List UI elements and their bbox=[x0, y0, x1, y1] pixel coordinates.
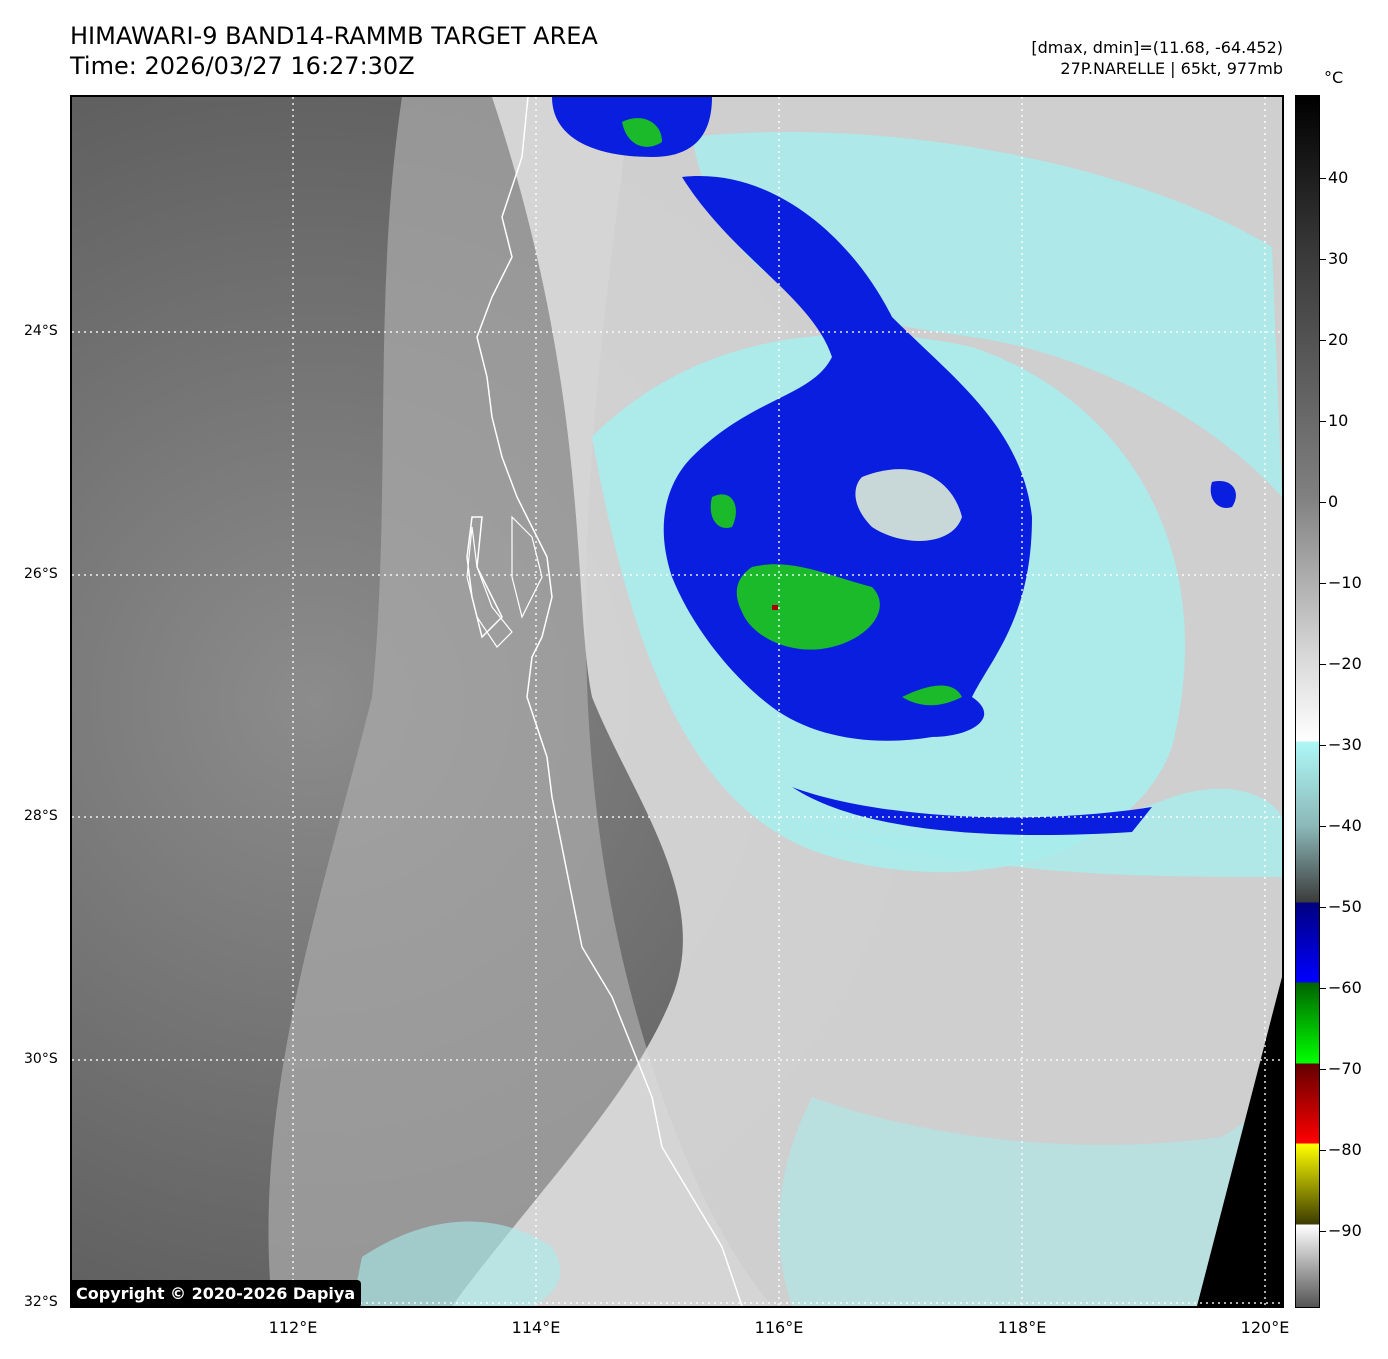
colorbar-label: −50 bbox=[1328, 897, 1362, 916]
colorbar-tick bbox=[1320, 745, 1326, 746]
green-cold-tops-south bbox=[902, 685, 962, 706]
lon-label-118e: 118°E bbox=[997, 1318, 1047, 1337]
colorbar-tick bbox=[1320, 421, 1326, 422]
coastline bbox=[476, 97, 743, 1306]
graticule bbox=[72, 97, 1282, 1306]
colorbar-tick bbox=[1320, 1150, 1326, 1151]
copyright-badge: Copyright © 2020-2026 Dapiya bbox=[70, 1280, 362, 1308]
colorbar-tick bbox=[1320, 502, 1326, 503]
colorbar-label: −30 bbox=[1328, 735, 1362, 754]
colorbar-label: −60 bbox=[1328, 978, 1362, 997]
lat-label-28s: 28°S bbox=[24, 808, 58, 824]
lat-label-24s: 24°S bbox=[24, 323, 58, 339]
colorbar-tick bbox=[1320, 340, 1326, 341]
map-canvas bbox=[72, 97, 1282, 1306]
shark-bay-coast bbox=[466, 515, 543, 648]
green-cold-tops bbox=[736, 564, 880, 650]
colorbar-tick bbox=[1320, 988, 1326, 989]
colorbar-label: −10 bbox=[1328, 573, 1362, 592]
data-range-label: [dmax, dmin]=(11.68, -64.452) bbox=[1031, 38, 1283, 57]
colorbar-tick bbox=[1320, 178, 1326, 179]
lon-label-120e: 120°E bbox=[1240, 1318, 1290, 1337]
cyan-band-east bbox=[772, 788, 1282, 877]
red-coldest-pixel bbox=[772, 605, 778, 610]
shark-bay-peninsula bbox=[466, 516, 503, 639]
cyan-band-north bbox=[692, 131, 1282, 498]
cyan-band-south bbox=[778, 1097, 1282, 1306]
colorbar-label: 30 bbox=[1328, 249, 1349, 268]
lat-label-30s: 30°S bbox=[24, 1051, 58, 1067]
colorbar-tick bbox=[1320, 907, 1326, 908]
lat-label-32s: 32°S bbox=[24, 1294, 58, 1310]
colorbar-label: −70 bbox=[1328, 1059, 1362, 1078]
lon-label-116e: 116°E bbox=[754, 1318, 804, 1337]
lon-label-112e: 112°E bbox=[268, 1318, 318, 1337]
colorbar-label: 10 bbox=[1328, 411, 1349, 430]
green-cold-tops-north bbox=[622, 118, 662, 147]
timestamp: Time: 2026/03/27 16:27:30Z bbox=[70, 52, 415, 80]
satellite-map bbox=[70, 95, 1284, 1308]
land-gray-band bbox=[268, 97, 772, 1306]
colorbar-label: 0 bbox=[1328, 492, 1339, 511]
colorbar-label: −20 bbox=[1328, 654, 1362, 673]
colorbar-tick bbox=[1320, 826, 1326, 827]
colorbar-tick bbox=[1320, 259, 1326, 260]
colorbar bbox=[1295, 95, 1320, 1308]
colorbar-unit: °C bbox=[1324, 68, 1344, 87]
colorbar-label: 20 bbox=[1328, 330, 1349, 349]
colorbar-label: −80 bbox=[1328, 1140, 1362, 1159]
lon-label-114e: 114°E bbox=[511, 1318, 561, 1337]
colorbar-tick bbox=[1320, 583, 1326, 584]
cyan-band-southwest bbox=[352, 1221, 561, 1306]
colorbar-tick bbox=[1320, 1231, 1326, 1232]
colorbar-label: −90 bbox=[1328, 1221, 1362, 1240]
blue-convection-arm bbox=[792, 787, 1152, 835]
lat-label-26s: 26°S bbox=[24, 566, 58, 582]
colorbar-label: 40 bbox=[1328, 168, 1349, 187]
colorbar-tick bbox=[1320, 1069, 1326, 1070]
chart-title: HIMAWARI-9 BAND14-RAMMB TARGET AREA bbox=[70, 22, 598, 50]
colorbar-tick bbox=[1320, 664, 1326, 665]
colorbar-label: −40 bbox=[1328, 816, 1362, 835]
eye-region bbox=[855, 469, 962, 541]
green-cold-tops-west bbox=[710, 494, 736, 528]
storm-info-label: 27P.NARELLE | 65kt, 977mb bbox=[1060, 59, 1283, 78]
blue-convection-spot bbox=[1210, 481, 1236, 508]
